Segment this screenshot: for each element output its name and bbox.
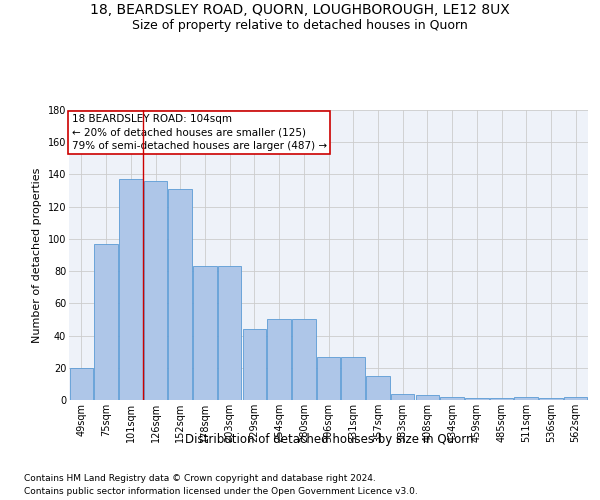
- Bar: [144, 181, 167, 400]
- Bar: [169, 189, 192, 400]
- Bar: [564, 397, 587, 400]
- Y-axis label: Number of detached properties: Number of detached properties: [32, 168, 42, 342]
- Text: Size of property relative to detached houses in Quorn: Size of property relative to detached ho…: [132, 18, 468, 32]
- Bar: [119, 180, 143, 400]
- Bar: [292, 320, 316, 400]
- Bar: [416, 395, 439, 400]
- Bar: [94, 244, 118, 400]
- Bar: [70, 368, 93, 400]
- Bar: [465, 398, 488, 400]
- Bar: [490, 398, 513, 400]
- Bar: [268, 320, 291, 400]
- Bar: [391, 394, 415, 400]
- Bar: [539, 398, 563, 400]
- Text: 18 BEARDSLEY ROAD: 104sqm
← 20% of detached houses are smaller (125)
79% of semi: 18 BEARDSLEY ROAD: 104sqm ← 20% of detac…: [71, 114, 327, 151]
- Bar: [317, 356, 340, 400]
- Text: 18, BEARDSLEY ROAD, QUORN, LOUGHBOROUGH, LE12 8UX: 18, BEARDSLEY ROAD, QUORN, LOUGHBOROUGH,…: [90, 2, 510, 16]
- Text: Distribution of detached houses by size in Quorn: Distribution of detached houses by size …: [185, 432, 473, 446]
- Bar: [341, 356, 365, 400]
- Text: Contains public sector information licensed under the Open Government Licence v3: Contains public sector information licen…: [24, 487, 418, 496]
- Bar: [218, 266, 241, 400]
- Bar: [366, 376, 389, 400]
- Bar: [514, 397, 538, 400]
- Bar: [193, 266, 217, 400]
- Bar: [242, 329, 266, 400]
- Bar: [440, 397, 464, 400]
- Text: Contains HM Land Registry data © Crown copyright and database right 2024.: Contains HM Land Registry data © Crown c…: [24, 474, 376, 483]
